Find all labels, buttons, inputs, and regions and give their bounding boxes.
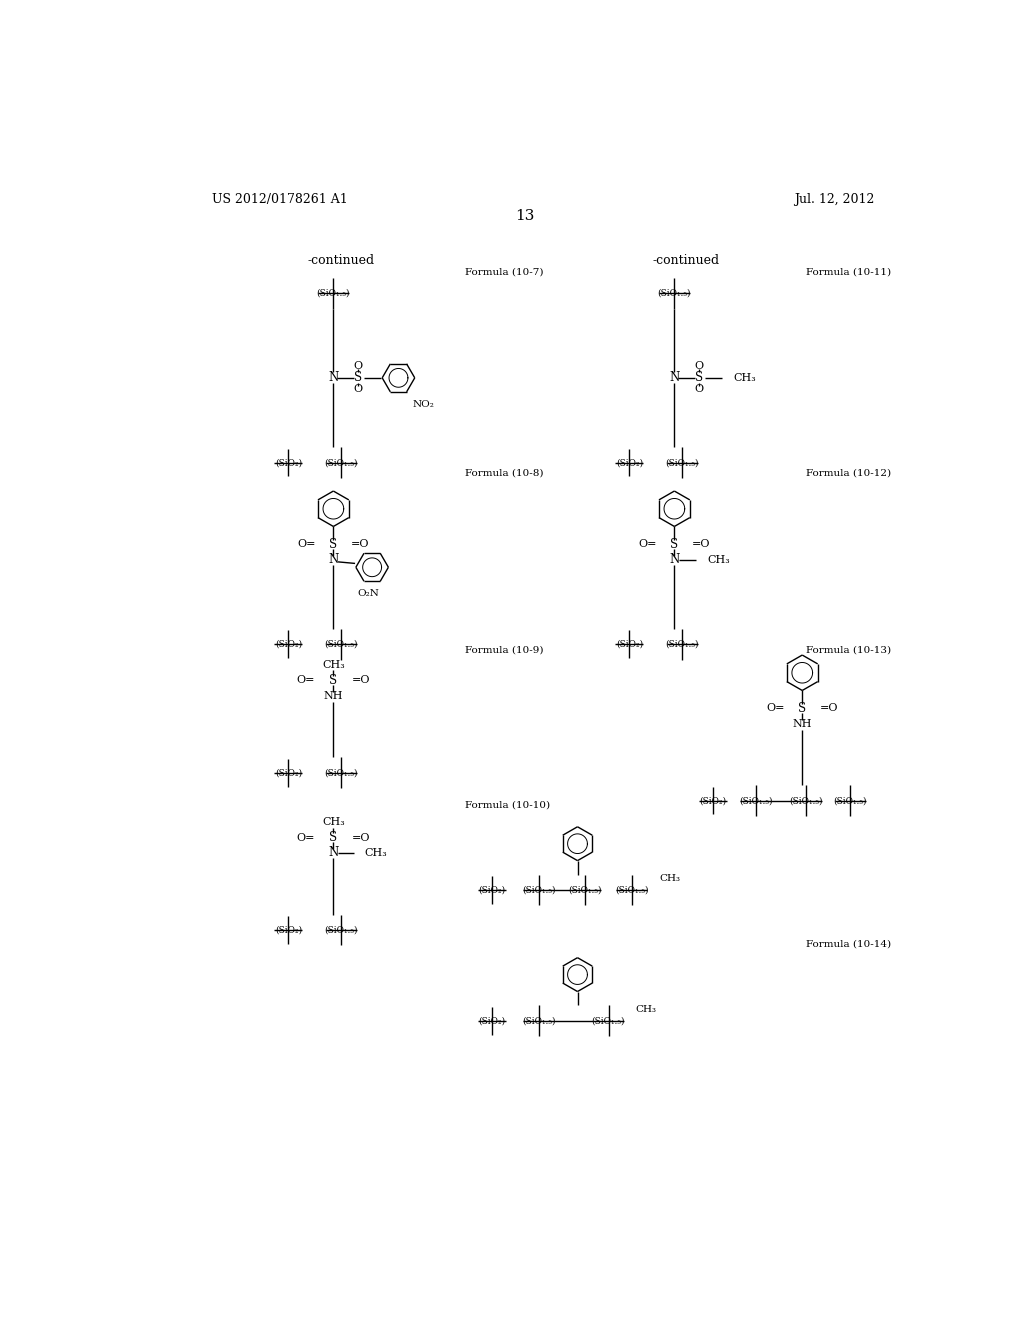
Text: N: N (670, 553, 680, 566)
Text: (SiO₂): (SiO₂) (274, 925, 302, 935)
Text: (SiO₁.₅): (SiO₁.₅) (325, 925, 357, 935)
Text: (SiO₁.₅): (SiO₁.₅) (325, 640, 357, 648)
Text: (SiO₂): (SiO₂) (615, 640, 643, 648)
Text: (SiO₁.₅): (SiO₁.₅) (522, 1016, 555, 1026)
Text: O: O (694, 384, 703, 395)
Text: O=: O= (296, 833, 314, 842)
Text: O: O (353, 362, 362, 371)
Text: (SiO₁.₅): (SiO₁.₅) (325, 768, 357, 777)
Text: -continued: -continued (652, 255, 720, 268)
Text: (SiO₁.₅): (SiO₁.₅) (522, 886, 555, 895)
Text: (SiO₁.₅): (SiO₁.₅) (657, 289, 691, 297)
Text: (SiO₁.₅): (SiO₁.₅) (790, 796, 823, 805)
Text: (SiO₂): (SiO₂) (615, 458, 643, 467)
Text: Formula (10-11): Formula (10-11) (806, 268, 891, 277)
Text: (SiO₂): (SiO₂) (274, 640, 302, 648)
Text: Formula (10-9): Formula (10-9) (465, 645, 544, 655)
Text: O=: O= (638, 539, 656, 549)
Text: =O: =O (820, 704, 839, 713)
Text: (SiO₁.₅): (SiO₁.₅) (316, 289, 350, 297)
Text: S: S (695, 371, 703, 384)
Text: S: S (330, 537, 338, 550)
Text: CH₃: CH₃ (658, 874, 680, 883)
Text: Formula (10-8): Formula (10-8) (465, 469, 544, 477)
Text: S: S (798, 702, 806, 714)
Text: (SiO₂): (SiO₂) (478, 886, 506, 895)
Text: (SiO₁.₅): (SiO₁.₅) (834, 796, 867, 805)
Text: O: O (694, 362, 703, 371)
Text: (SiO₁.₅): (SiO₁.₅) (739, 796, 772, 805)
Text: (SiO₁.₅): (SiO₁.₅) (325, 458, 357, 467)
Text: N: N (329, 553, 339, 566)
Text: (SiO₂): (SiO₂) (274, 458, 302, 467)
Text: Formula (10-12): Formula (10-12) (806, 469, 891, 477)
Text: Formula (10-10): Formula (10-10) (465, 801, 550, 809)
Text: =O: =O (351, 539, 370, 549)
Text: S: S (671, 537, 679, 550)
Text: NO₂: NO₂ (413, 400, 434, 408)
Text: CH₃: CH₃ (365, 847, 387, 858)
Text: Formula (10-7): Formula (10-7) (465, 268, 544, 277)
Text: =O: =O (352, 676, 371, 685)
Text: (SiO₁.₅): (SiO₁.₅) (666, 640, 698, 648)
Text: O=: O= (766, 704, 784, 713)
Text: N: N (329, 846, 339, 859)
Text: CH₃: CH₃ (636, 1005, 656, 1014)
Text: (SiO₁.₅): (SiO₁.₅) (666, 458, 698, 467)
Text: Jul. 12, 2012: Jul. 12, 2012 (795, 193, 874, 206)
Text: (SiO₂): (SiO₂) (699, 796, 727, 805)
Text: CH₃: CH₃ (707, 554, 730, 565)
Text: CH₃: CH₃ (733, 372, 756, 383)
Text: =O: =O (352, 833, 371, 842)
Text: (SiO₂): (SiO₂) (274, 768, 302, 777)
Text: 13: 13 (515, 209, 535, 223)
Text: (SiO₁.₅): (SiO₁.₅) (592, 1016, 626, 1026)
Text: CH₃: CH₃ (322, 817, 345, 828)
Text: (SiO₁.₅): (SiO₁.₅) (615, 886, 648, 895)
Text: (SiO₂): (SiO₂) (478, 1016, 506, 1026)
Text: O=: O= (296, 676, 314, 685)
Text: O=: O= (297, 539, 315, 549)
Text: US 2012/0178261 A1: US 2012/0178261 A1 (212, 193, 347, 206)
Text: CH₃: CH₃ (322, 660, 345, 671)
Text: O: O (353, 384, 362, 395)
Text: =O: =O (692, 539, 711, 549)
Text: -continued: -continued (307, 255, 375, 268)
Text: S: S (330, 832, 338, 843)
Text: Formula (10-13): Formula (10-13) (806, 645, 891, 655)
Text: O₂N: O₂N (357, 589, 379, 598)
Text: Formula (10-14): Formula (10-14) (806, 940, 891, 948)
Text: N: N (329, 371, 339, 384)
Text: S: S (330, 675, 338, 686)
Text: NH: NH (793, 718, 812, 729)
Text: (SiO₁.₅): (SiO₁.₅) (568, 886, 602, 895)
Text: S: S (354, 371, 362, 384)
Text: NH: NH (324, 690, 343, 701)
Text: N: N (670, 371, 680, 384)
